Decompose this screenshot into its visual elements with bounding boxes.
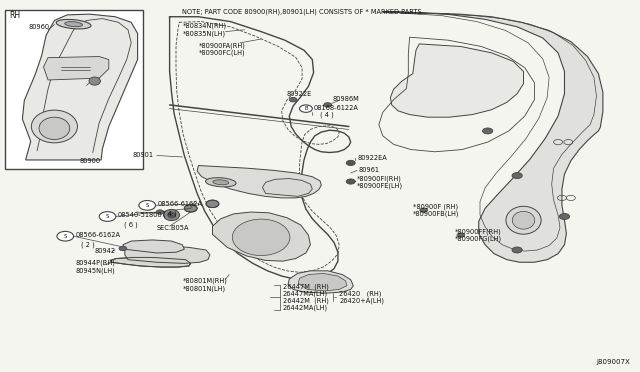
Text: 26420+A(LH): 26420+A(LH) — [339, 297, 384, 304]
Text: 80901: 80901 — [132, 153, 154, 158]
Circle shape — [346, 179, 355, 184]
Text: *80900FA(RH): *80900FA(RH) — [198, 42, 245, 49]
Polygon shape — [390, 44, 524, 117]
Circle shape — [57, 231, 74, 241]
Text: SEC.B05A: SEC.B05A — [157, 225, 189, 231]
Text: *80900FC(LH): *80900FC(LH) — [198, 49, 245, 56]
Polygon shape — [44, 57, 109, 80]
Ellipse shape — [164, 209, 179, 221]
Text: RH: RH — [10, 11, 20, 20]
Text: *80900FF(RH): *80900FF(RH) — [454, 228, 501, 235]
Text: 80922E: 80922E — [287, 91, 312, 97]
Text: *80835N(LH): *80835N(LH) — [182, 30, 225, 37]
Text: ( 4 ): ( 4 ) — [320, 111, 333, 118]
Text: 26447MA(LH): 26447MA(LH) — [283, 291, 328, 297]
Circle shape — [346, 160, 355, 166]
Text: *80900FE(LH): *80900FE(LH) — [357, 183, 403, 189]
Text: ( 2 ): ( 2 ) — [81, 241, 95, 248]
Circle shape — [119, 246, 127, 251]
Text: *80900FI(RH): *80900FI(RH) — [357, 175, 402, 182]
Circle shape — [206, 200, 219, 208]
Circle shape — [156, 210, 164, 214]
Circle shape — [184, 205, 197, 212]
Text: 80922EA: 80922EA — [357, 155, 387, 161]
Circle shape — [420, 208, 428, 212]
Polygon shape — [288, 271, 353, 293]
Bar — [5, 10, 143, 169]
Ellipse shape — [168, 212, 175, 218]
Text: 80900: 80900 — [80, 158, 101, 164]
Ellipse shape — [506, 206, 541, 234]
Text: 80960: 80960 — [29, 24, 50, 30]
Text: ( 4 ): ( 4 ) — [163, 210, 177, 217]
Ellipse shape — [512, 211, 535, 229]
Polygon shape — [262, 179, 312, 196]
Text: *80834N(RH): *80834N(RH) — [182, 23, 227, 29]
Polygon shape — [22, 14, 138, 160]
Polygon shape — [298, 273, 347, 291]
Text: ( 6 ): ( 6 ) — [124, 221, 137, 228]
Ellipse shape — [232, 219, 290, 256]
Text: 08566-6162A: 08566-6162A — [76, 232, 120, 238]
Polygon shape — [125, 246, 210, 263]
Text: NOTE; PART CODE 80900(RH),80901(LH) CONSISTS OF * MARKED PARTS: NOTE; PART CODE 80900(RH),80901(LH) CONS… — [182, 8, 422, 15]
Text: 26447M  (RH): 26447M (RH) — [283, 284, 329, 291]
Text: 80986M: 80986M — [333, 96, 360, 102]
Text: *80801M(RH): *80801M(RH) — [182, 278, 227, 284]
Polygon shape — [212, 212, 310, 261]
Circle shape — [324, 103, 332, 107]
Circle shape — [139, 201, 156, 210]
Circle shape — [457, 233, 465, 237]
Text: 26442MA(LH): 26442MA(LH) — [283, 304, 328, 311]
Text: 08566-6162A: 08566-6162A — [157, 201, 202, 207]
Text: 08540-51800: 08540-51800 — [118, 212, 163, 218]
Text: S: S — [63, 234, 67, 239]
Text: 80945N(LH): 80945N(LH) — [76, 267, 115, 274]
Text: 26420   (RH): 26420 (RH) — [339, 291, 381, 297]
Ellipse shape — [213, 180, 228, 185]
Text: *80900F (RH): *80900F (RH) — [413, 203, 458, 210]
Text: J809007X: J809007X — [596, 359, 630, 365]
Ellipse shape — [89, 77, 100, 85]
Circle shape — [289, 97, 297, 102]
Text: 80944P(RH): 80944P(RH) — [76, 259, 115, 266]
Polygon shape — [383, 12, 603, 262]
Ellipse shape — [56, 19, 91, 29]
Text: *80801N(LH): *80801N(LH) — [182, 285, 225, 292]
Circle shape — [512, 247, 522, 253]
Circle shape — [99, 212, 116, 221]
Text: S: S — [106, 214, 109, 219]
Ellipse shape — [65, 22, 83, 27]
Text: *80900FB(LH): *80900FB(LH) — [413, 211, 460, 217]
Polygon shape — [110, 257, 191, 267]
Ellipse shape — [31, 110, 77, 143]
Text: B: B — [304, 106, 308, 111]
Circle shape — [559, 214, 570, 219]
Text: 08168-6122A: 08168-6122A — [314, 105, 358, 111]
Text: *80900FG(LH): *80900FG(LH) — [454, 235, 502, 242]
Text: S: S — [145, 203, 149, 208]
Circle shape — [483, 128, 493, 134]
Polygon shape — [123, 240, 184, 253]
Text: 26442M  (RH): 26442M (RH) — [283, 297, 329, 304]
Text: 80942: 80942 — [95, 248, 116, 254]
Ellipse shape — [39, 117, 70, 140]
Circle shape — [512, 173, 522, 179]
Circle shape — [300, 105, 312, 112]
Polygon shape — [197, 166, 321, 198]
Text: 80961: 80961 — [358, 167, 380, 173]
Ellipse shape — [205, 178, 236, 187]
